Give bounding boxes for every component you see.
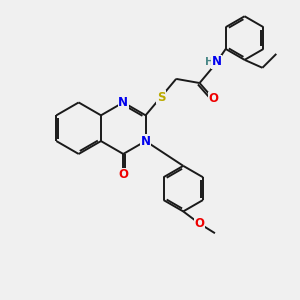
Text: N: N [141,135,151,148]
Text: O: O [208,92,218,105]
Text: H: H [205,57,213,67]
Text: N: N [118,96,128,109]
Text: O: O [118,168,128,181]
Text: O: O [194,217,204,230]
Text: S: S [157,91,165,103]
Text: N: N [212,55,222,68]
